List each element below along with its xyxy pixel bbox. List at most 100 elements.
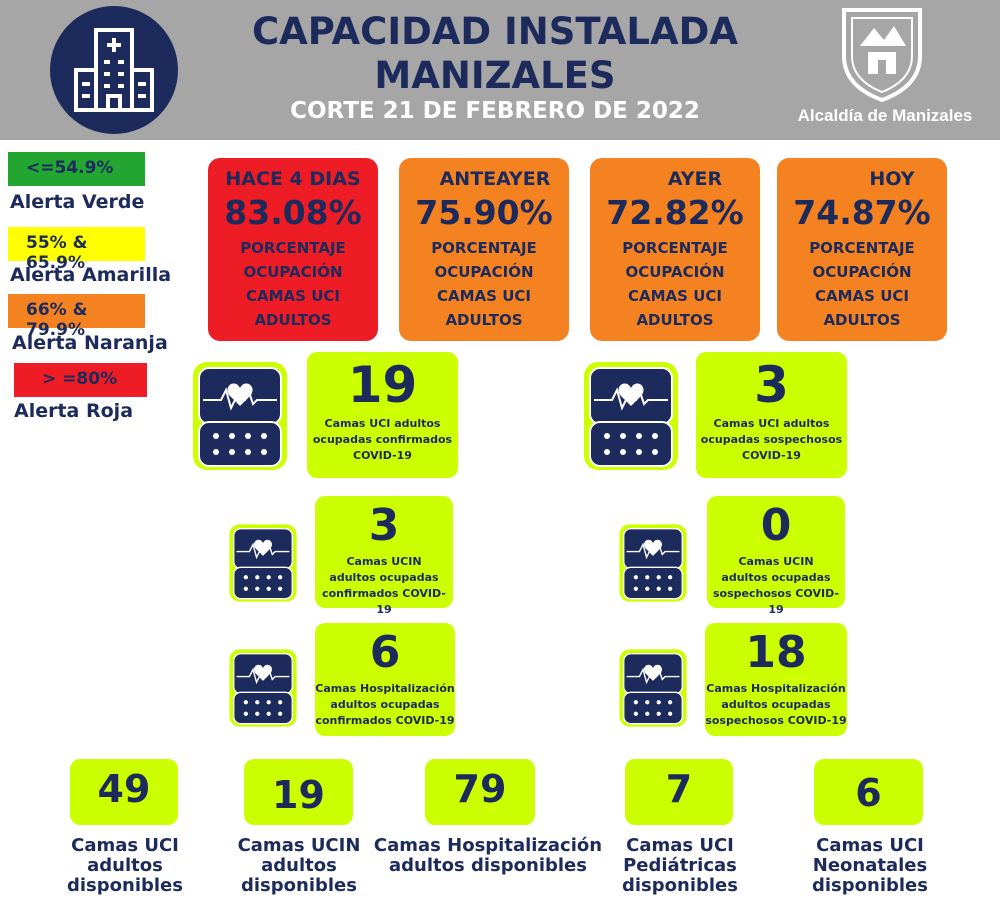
heart-monitor-icon (584, 362, 678, 470)
occupancy-percent: 72.82% (606, 193, 744, 232)
stat-value: 18 (745, 627, 807, 678)
legend-swatch-naranja: 66% & 79.9% (8, 294, 145, 340)
legend-label-amarilla: Alerta Amarilla (10, 264, 172, 286)
occupancy-desc-line: PORCENTAJE (622, 239, 728, 257)
occupancy-desc-line: ADULTOS (823, 311, 901, 329)
organization-name: Alcaldía de Manizales (797, 106, 973, 125)
available-label-line: disponibles (812, 875, 928, 896)
occupancy-desc-line: CAMAS UCI (628, 287, 722, 305)
occupancy-percent: 75.90% (415, 193, 553, 232)
stat-label-line: Camas Hospitalización (706, 682, 846, 695)
occupancy-desc-line: CAMAS UCI (246, 287, 340, 305)
available-label-line: adultos (87, 855, 163, 876)
occupancy-desc-line: PORCENTAJE (431, 239, 537, 257)
stat-label-line: Camas UCI adultos (713, 417, 830, 430)
occupancy-desc-line: CAMAS UCI (815, 287, 909, 305)
occupancy-period: HACE 4 DIAS (225, 168, 361, 190)
available-label-line: adultos disponibles (389, 855, 587, 876)
occupancy-desc-line: OCUPACIÓN (812, 263, 912, 281)
stat-label-line: ocupadas confirmados (312, 433, 453, 446)
available-hosp-label: Camas Hospitalización adultos disponible… (372, 836, 604, 876)
occupancy-description: PORCENTAJE OCUPACIÓN CAMAS UCI ADULTOS (777, 236, 947, 332)
hospital-logo (50, 6, 178, 134)
heart-monitor-icon (193, 362, 287, 470)
stat-value: 3 (754, 356, 789, 414)
heart-monitor-icon (229, 649, 297, 727)
occupancy-period: ANTEAYER (439, 168, 551, 190)
stat-label-line: confirmados COVID-19 (315, 714, 455, 727)
legend-label-roja: Alerta Roja (14, 400, 134, 422)
stat-card-hosp-confirmados: 6 Camas Hospitalización adultos ocupadas… (315, 623, 455, 736)
stat-label-line: COVID-19 (742, 449, 801, 462)
stat-label-line: adultos ocupadas (721, 698, 831, 711)
occupancy-desc-line: ADULTOS (636, 311, 714, 329)
coat-of-arms-icon (842, 8, 922, 103)
available-label-line: Neonatales (812, 855, 928, 876)
stat-value: 6 (369, 627, 401, 678)
available-label-line: Camas UCIN (237, 835, 361, 856)
occupancy-desc-line: CAMAS UCI (437, 287, 531, 305)
occupancy-card-anteayer: ANTEAYER 75.90% PORCENTAJE OCUPACIÓN CAM… (399, 158, 569, 341)
available-ucin-value: 19 (244, 759, 353, 825)
available-label-line: adultos (261, 855, 337, 876)
occupancy-percent: 74.87% (793, 193, 931, 232)
stat-label-line: sospechosos COVID-19 (712, 587, 839, 616)
occupancy-percent: 83.08% (224, 193, 362, 232)
stat-label-line: COVID-19 (353, 449, 412, 462)
available-label-line: Camas Hospitalización (373, 835, 603, 856)
heart-monitor-icon (619, 649, 687, 727)
stat-card-uci-sospechosos: 3 Camas UCI adultos ocupadas sospechosos… (696, 352, 847, 478)
stat-label-line: Camas UCIN (346, 555, 422, 568)
occupancy-desc-line: OCUPACIÓN (625, 263, 725, 281)
stat-label-line: ocupadas sospechosos (700, 433, 843, 446)
stat-label-line: Camas UCIN (738, 555, 814, 568)
stat-label-line: adultos ocupadas (721, 571, 831, 584)
hospital-icon (74, 28, 154, 112)
available-ucin-label: Camas UCIN adultos disponibles (224, 836, 374, 896)
occupancy-desc-line: OCUPACIÓN (434, 263, 534, 281)
stat-label-line: confirmados COVID-19 (322, 587, 446, 616)
legend-label-verde: Alerta Verde (10, 191, 145, 213)
available-uci-ped-label: Camas UCI Pediátricas disponibles (605, 836, 755, 896)
occupancy-card-hoy: HOY 74.87% PORCENTAJE OCUPACIÓN CAMAS UC… (777, 158, 947, 341)
heart-monitor-icon (619, 524, 687, 602)
header-banner: CAPACIDAD INSTALADA MANIZALES CORTE 21 D… (0, 0, 1000, 140)
stat-label-line: Camas UCI adultos (324, 417, 441, 430)
occupancy-desc-line: ADULTOS (254, 311, 332, 329)
stat-value: 3 (368, 500, 400, 551)
available-label-line: disponibles (622, 875, 738, 896)
legend-swatch-verde: <=54.9% (8, 152, 145, 186)
occupancy-desc-line: ADULTOS (445, 311, 523, 329)
legend-label-naranja: Alerta Naranja (12, 332, 168, 354)
stat-card-ucin-confirmados: 3 Camas UCIN adultos ocupadas confirmado… (315, 496, 453, 616)
stat-label-line: sospechosos COVID-19 (705, 714, 847, 727)
available-uci-ped-value: 7 (625, 759, 733, 825)
page-title: CAPACIDAD INSTALADA (252, 10, 738, 53)
occupancy-description: PORCENTAJE OCUPACIÓN CAMAS UCI ADULTOS (590, 236, 760, 332)
available-uci-neo-label: Camas UCI Neonatales disponibles (795, 836, 945, 896)
available-uci-label: Camas UCI adultos disponibles (55, 836, 195, 896)
stat-label-line: Camas Hospitalización (315, 682, 455, 695)
occupancy-card-4-days-ago: HACE 4 DIAS 83.08% PORCENTAJE OCUPACIÓN … (208, 158, 378, 341)
stat-label-line: adultos ocupadas (330, 698, 440, 711)
page-title-city: MANIZALES (374, 54, 616, 97)
stat-card-hosp-sospechosos: 18 Camas Hospitalización adultos ocupada… (705, 623, 847, 736)
stat-value: 19 (347, 356, 418, 414)
available-label-line: disponibles (67, 875, 183, 896)
occupancy-desc-line: PORCENTAJE (240, 239, 346, 257)
available-label-line: Camas UCI (71, 835, 179, 856)
available-label-line: Pediátricas (623, 855, 737, 876)
stat-label-line: adultos ocupadas (329, 571, 439, 584)
occupancy-card-ayer: AYER 72.82% PORCENTAJE OCUPACIÓN CAMAS U… (590, 158, 760, 341)
occupancy-description: PORCENTAJE OCUPACIÓN CAMAS UCI ADULTOS (399, 236, 569, 332)
available-label-line: Camas UCI (816, 835, 924, 856)
occupancy-period: AYER (667, 168, 723, 190)
occupancy-description: PORCENTAJE OCUPACIÓN CAMAS UCI ADULTOS (208, 236, 378, 332)
occupancy-period: HOY (869, 168, 915, 190)
stat-value: 0 (760, 500, 792, 551)
available-label-line: Camas UCI (626, 835, 734, 856)
page-subtitle: CORTE 21 DE FEBRERO DE 2022 (290, 98, 700, 124)
occupancy-desc-line: OCUPACIÓN (243, 263, 343, 281)
available-hosp-value: 79 (425, 759, 535, 825)
heart-monitor-icon (229, 524, 297, 602)
